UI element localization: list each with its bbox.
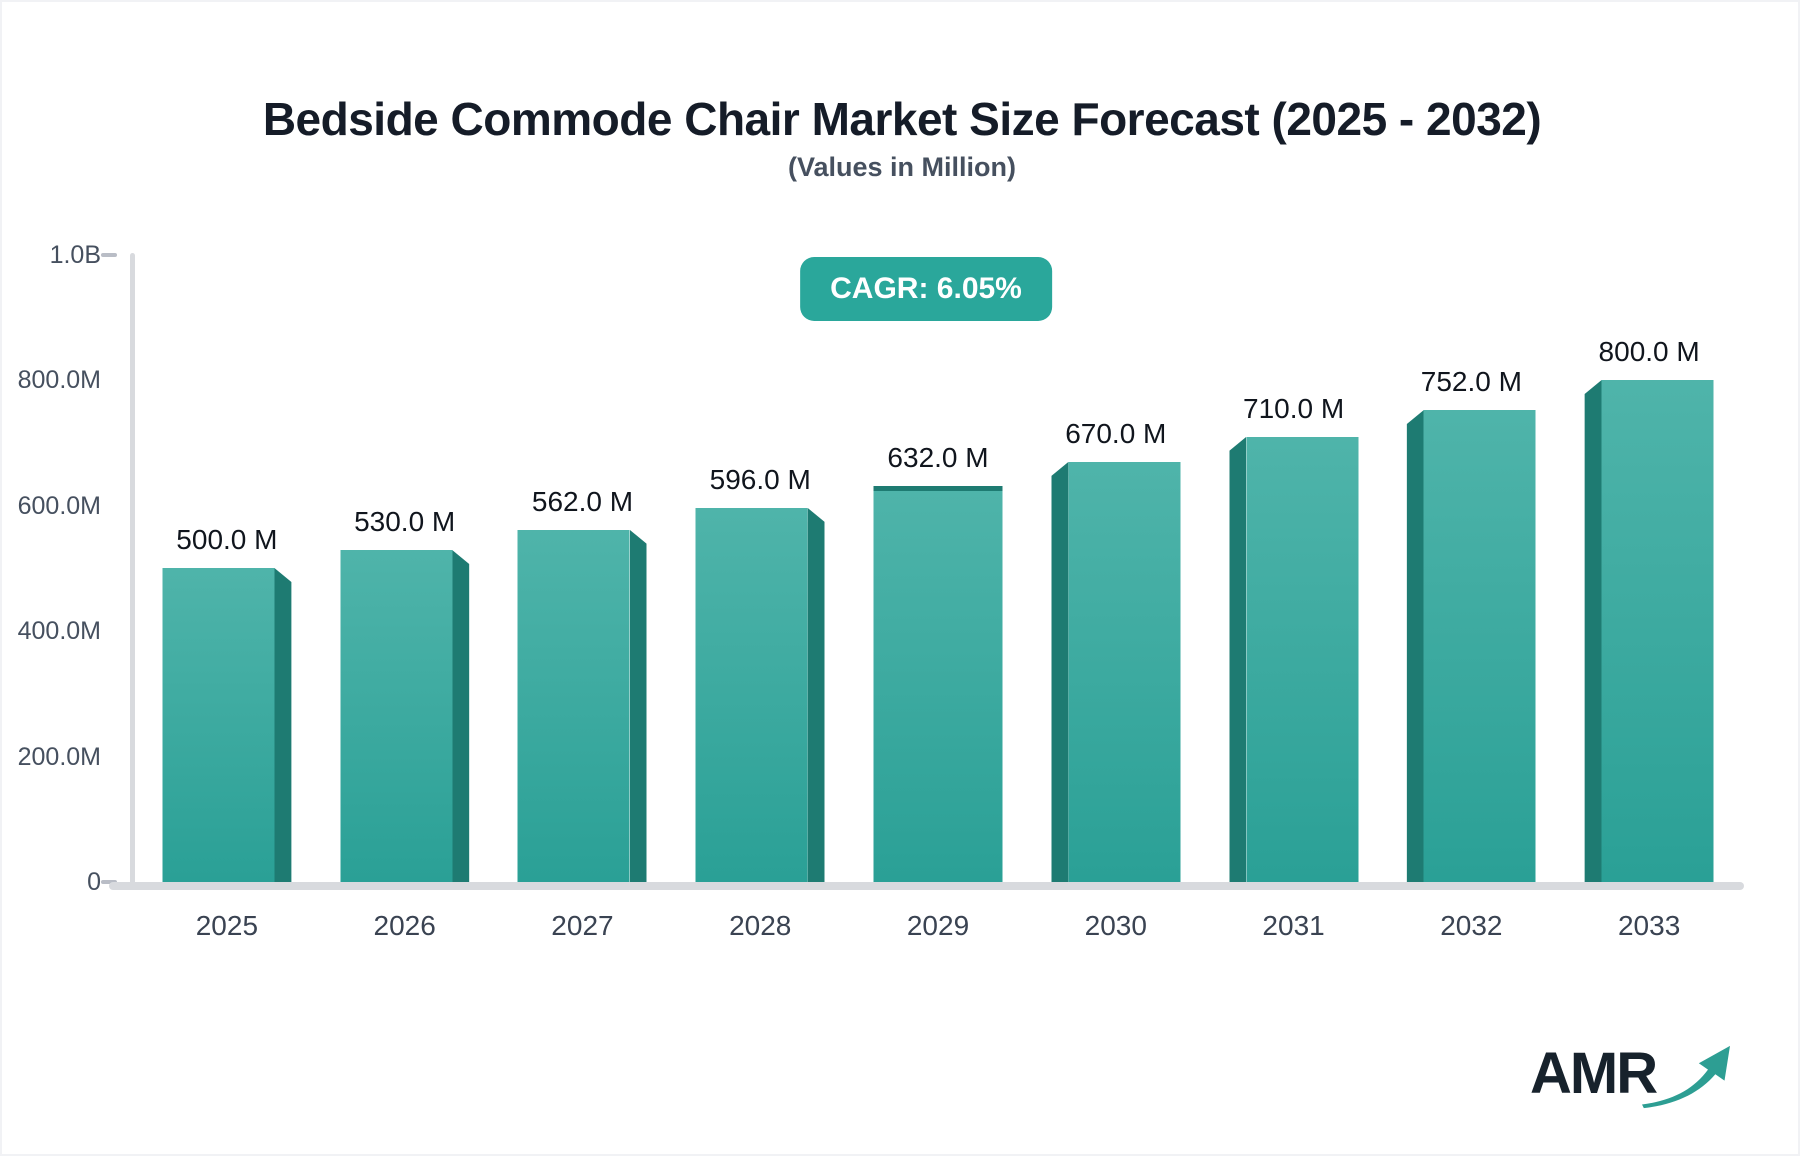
x-tick-label: 2033 bbox=[1617, 910, 1681, 941]
bar-face bbox=[1423, 410, 1536, 882]
bar-value-label: 530.0 M bbox=[354, 506, 456, 537]
bar-value-label: 632.0 M bbox=[887, 442, 989, 473]
bar-face bbox=[1601, 380, 1714, 882]
x-tick-label: 2027 bbox=[551, 910, 614, 941]
bar bbox=[517, 530, 647, 882]
bar-depth-side bbox=[1051, 462, 1069, 882]
bar-group: 500.0 M bbox=[138, 255, 316, 882]
bar-group: 632.0 M bbox=[849, 255, 1027, 882]
bar-depth-edge bbox=[873, 486, 1003, 491]
x-axis-labels: 2025 2026 2027 2028 2029 2030 2031 2032 2033 bbox=[138, 910, 1738, 942]
growth-arrow-icon bbox=[1642, 1045, 1731, 1109]
y-tick-label: 200.0M bbox=[17, 742, 101, 771]
bar bbox=[1229, 437, 1359, 882]
bar-depth-side bbox=[629, 530, 647, 882]
bar-face bbox=[162, 568, 275, 882]
bar-group: 710.0 M bbox=[1205, 255, 1383, 882]
bar-depth-side bbox=[1229, 437, 1247, 882]
y-tick-mark bbox=[101, 880, 117, 884]
bar-face bbox=[1068, 462, 1181, 882]
bar-value-label: 800.0 M bbox=[1598, 336, 1700, 367]
x-tick-label: 2031 bbox=[1262, 910, 1325, 941]
bar-depth-side bbox=[274, 568, 292, 882]
x-axis-baseline bbox=[109, 882, 1744, 890]
bar-depth-side bbox=[807, 508, 825, 882]
bar bbox=[695, 508, 825, 882]
y-tick-label: 400.0M bbox=[17, 617, 101, 646]
bar-value-label: 710.0 M bbox=[1242, 393, 1345, 424]
bar bbox=[1406, 410, 1536, 882]
bars-area: 500.0 M 530.0 M 562.0 M 596.0 M 632.0 M 670.0… bbox=[138, 255, 1738, 882]
bar-face bbox=[873, 486, 1003, 882]
bar-group: 752.0 M bbox=[1382, 255, 1560, 882]
bar bbox=[340, 550, 470, 882]
y-axis-labels: 0 200.0M 400.0M 600.0M 800.0M 1.0B bbox=[6, 241, 101, 896]
y-tick-label: 800.0M bbox=[17, 366, 101, 395]
bar-value-label: 596.0 M bbox=[709, 464, 811, 495]
x-tick-label: 2032 bbox=[1440, 910, 1503, 941]
bar-group: 670.0 M bbox=[1027, 255, 1205, 882]
bar-group: 562.0 M bbox=[494, 255, 672, 882]
bar bbox=[1584, 380, 1714, 882]
bar-group: 530.0 M bbox=[316, 255, 494, 882]
bar-face bbox=[695, 508, 808, 882]
bar-face bbox=[1246, 437, 1359, 882]
bar bbox=[1051, 462, 1181, 882]
bar-group: 596.0 M bbox=[671, 255, 849, 882]
amr-logo: AMR bbox=[1530, 1038, 1732, 1110]
bar-group: 800.0 M bbox=[1560, 255, 1738, 882]
x-tick-label: 2028 bbox=[729, 910, 792, 941]
bar bbox=[162, 568, 292, 882]
cagr-badge: CAGR: 6.05% bbox=[800, 257, 1052, 321]
bar-depth-side bbox=[1584, 380, 1602, 882]
y-tick-label: 0 bbox=[87, 868, 101, 896]
y-axis-line bbox=[130, 253, 135, 890]
bar-face bbox=[340, 550, 453, 882]
x-tick-label: 2025 bbox=[195, 910, 259, 941]
bar-depth-side bbox=[1406, 410, 1424, 882]
bar bbox=[873, 486, 1003, 882]
chart-title: Bedside Commode Chair Market Size Foreca… bbox=[262, 93, 1542, 145]
bar-value-label: 562.0 M bbox=[531, 486, 634, 517]
y-tick-mark bbox=[101, 253, 117, 257]
bar-depth-side bbox=[452, 550, 470, 882]
bar-value-label: 670.0 M bbox=[1065, 418, 1167, 449]
x-tick-label: 2030 bbox=[1084, 910, 1147, 941]
chart-subtitle: (Values in Million) bbox=[787, 152, 1017, 182]
y-tick-label: 600.0M bbox=[17, 491, 101, 520]
y-tick-label: 1.0B bbox=[49, 241, 101, 269]
bar-value-label: 752.0 M bbox=[1420, 366, 1522, 397]
bar-face bbox=[517, 530, 630, 882]
bar-value-label: 500.0 M bbox=[176, 524, 278, 555]
amr-logo-text: AMR bbox=[1530, 1041, 1658, 1106]
x-tick-label: 2026 bbox=[373, 910, 436, 941]
y-axis-ticks bbox=[101, 253, 117, 886]
x-tick-label: 2029 bbox=[906, 910, 970, 941]
